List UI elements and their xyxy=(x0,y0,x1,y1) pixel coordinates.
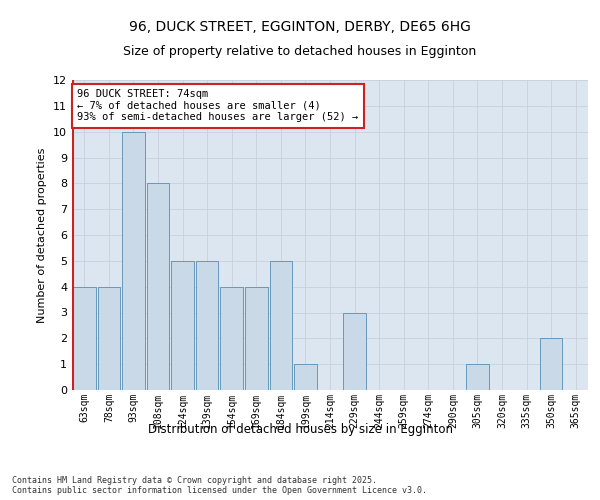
Bar xyxy=(343,312,366,390)
Bar xyxy=(540,338,562,390)
Text: Contains HM Land Registry data © Crown copyright and database right 2025.
Contai: Contains HM Land Registry data © Crown c… xyxy=(12,476,427,495)
Y-axis label: Number of detached properties: Number of detached properties xyxy=(37,148,47,322)
Bar xyxy=(146,184,169,390)
Text: Distribution of detached houses by size in Egginton: Distribution of detached houses by size … xyxy=(148,422,452,436)
Bar xyxy=(466,364,489,390)
Text: 96 DUCK STREET: 74sqm
← 7% of detached houses are smaller (4)
93% of semi-detach: 96 DUCK STREET: 74sqm ← 7% of detached h… xyxy=(77,90,358,122)
Text: Size of property relative to detached houses in Egginton: Size of property relative to detached ho… xyxy=(124,45,476,58)
Bar xyxy=(73,286,95,390)
Bar xyxy=(98,286,120,390)
Bar xyxy=(245,286,268,390)
Bar xyxy=(269,261,292,390)
Bar xyxy=(122,132,145,390)
Bar xyxy=(294,364,317,390)
Bar xyxy=(171,261,194,390)
Text: 96, DUCK STREET, EGGINTON, DERBY, DE65 6HG: 96, DUCK STREET, EGGINTON, DERBY, DE65 6… xyxy=(129,20,471,34)
Bar xyxy=(220,286,243,390)
Bar xyxy=(196,261,218,390)
